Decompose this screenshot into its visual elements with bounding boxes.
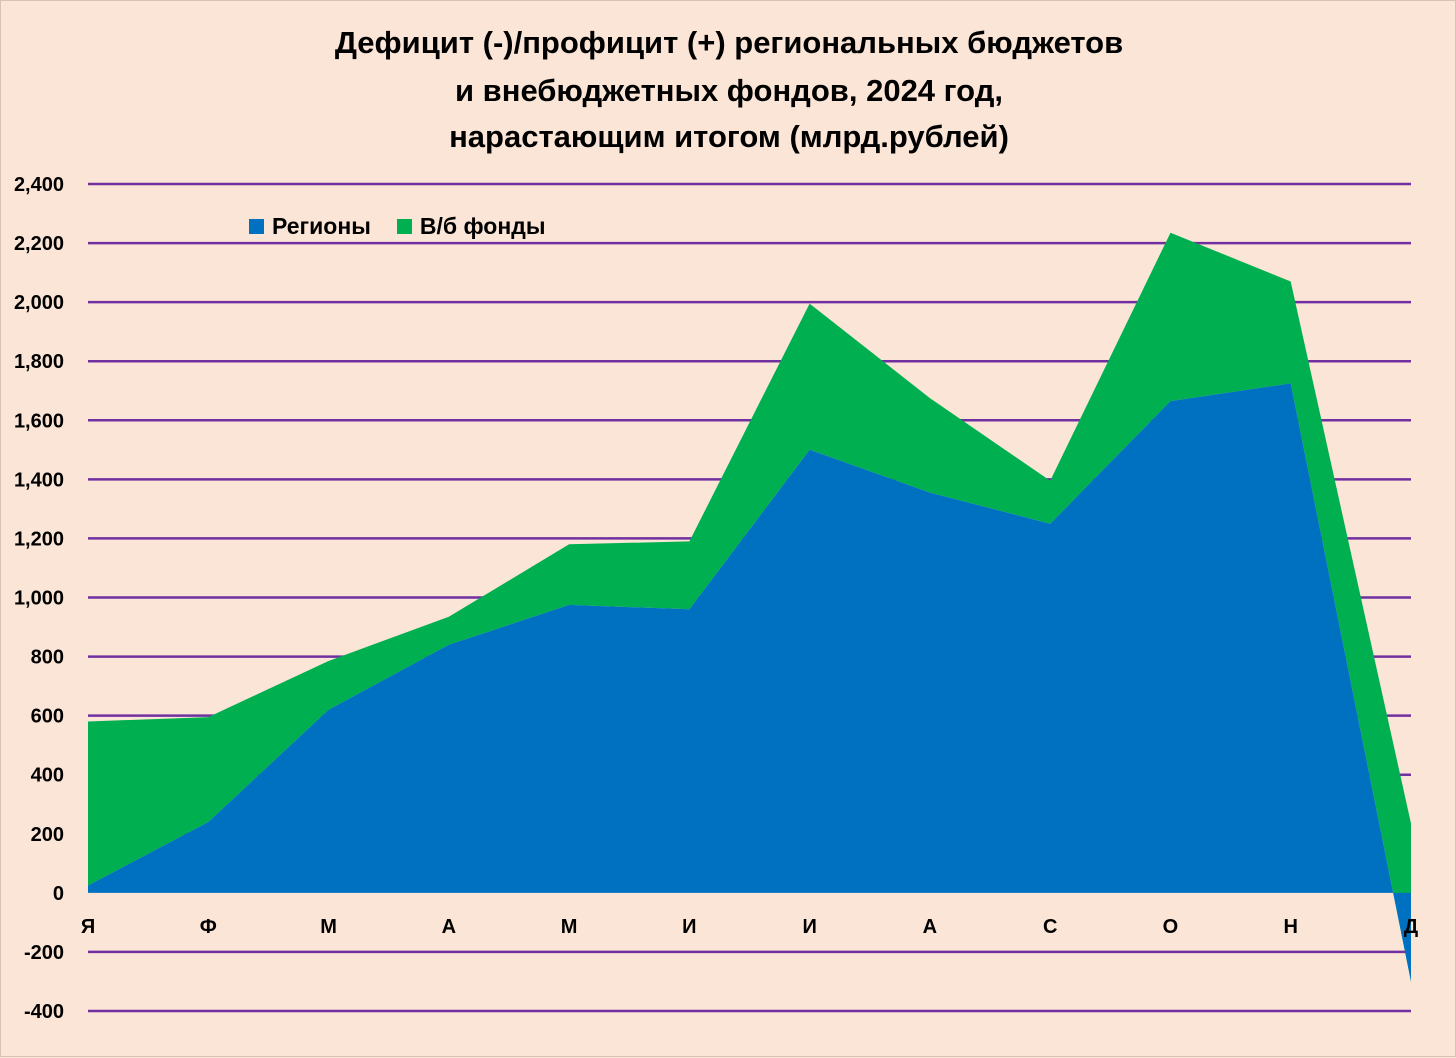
x-category-label-0: Я (81, 916, 95, 938)
chart-title-line-1: Дефицит (-)/профицит (+) региональных бю… (334, 25, 1124, 60)
x-category-label-6: И (802, 916, 816, 938)
y-tick-label-8: 1,200 (14, 528, 64, 550)
x-category-label-8: С (1043, 916, 1057, 938)
y-tick-label-11: 1,800 (14, 351, 64, 373)
y-tick-label-14: 2,400 (14, 174, 64, 196)
x-category-label-3: А (442, 916, 456, 938)
x-category-label-1: Ф (200, 916, 217, 938)
x-category-label-7: А (923, 916, 937, 938)
y-tick-label-7: 1,000 (14, 588, 64, 610)
chart-title-line-3: нарастающим итогом (млрд.рублей) (449, 119, 1009, 154)
y-tick-label-6: 800 (31, 647, 64, 669)
area-series (88, 232, 1411, 982)
chart-title-line-2: и внебюджетных фондов, 2024 год, (455, 73, 1003, 108)
y-tick-label-12: 2,000 (14, 292, 64, 314)
x-category-label-11: Д (1404, 916, 1418, 938)
area-regions (88, 383, 1411, 982)
legend-swatch-funds (396, 219, 412, 234)
legend-label-funds: В/б фонды (419, 213, 546, 239)
area-funds (88, 232, 1411, 982)
x-category-label-10: Н (1284, 916, 1298, 938)
legend-label-regions: Регионы (272, 213, 371, 239)
y-tick-label-5: 600 (31, 706, 64, 728)
y-tick-label-1: -200 (24, 942, 64, 964)
y-tick-label-9: 1,400 (14, 469, 64, 491)
legend-swatch-regions (249, 219, 264, 234)
x-category-label-9: О (1163, 916, 1179, 938)
x-category-label-5: И (682, 916, 696, 938)
y-tick-label-10: 1,600 (14, 410, 64, 432)
y-tick-label-4: 400 (31, 765, 64, 787)
legend: Регионы В/б фонды (249, 213, 571, 240)
y-tick-label-0: -400 (24, 1001, 64, 1023)
legend-item-regions: Регионы (249, 213, 371, 240)
x-category-label-2: М (320, 916, 337, 938)
y-axis-ticks: -400 -200 0 200 400 600 800 1,000 1,200 1,400 1,60… (14, 174, 64, 1023)
y-tick-label-3: 200 (31, 824, 64, 846)
x-category-label-4: М (561, 916, 578, 938)
y-tick-label-13: 2,200 (14, 233, 64, 255)
y-tick-label-2: 0 (53, 883, 64, 905)
legend-item-funds: В/б фонды (396, 213, 546, 240)
